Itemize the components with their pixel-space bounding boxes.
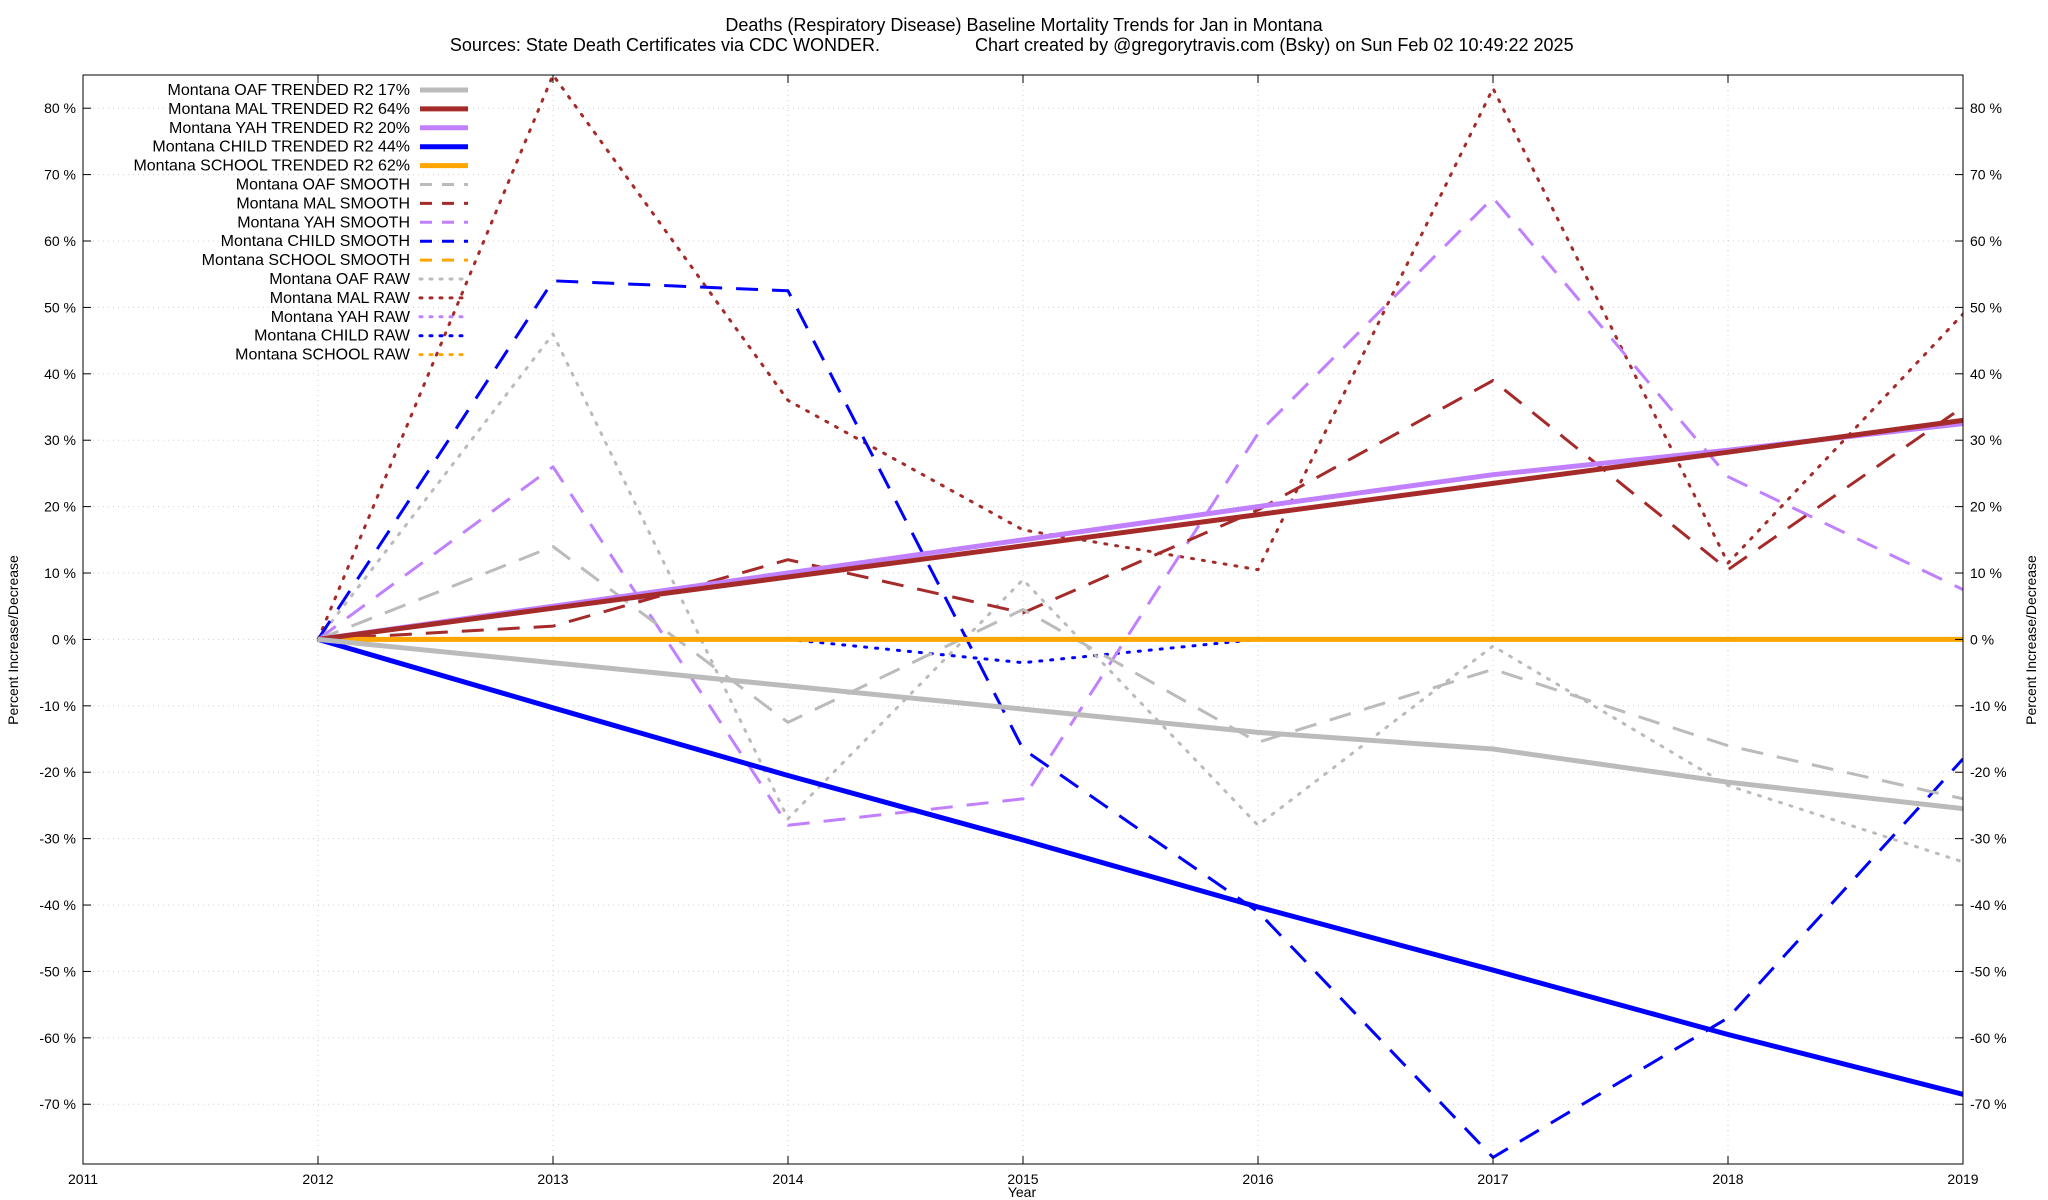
y-tick-label-left: 30 % [44,432,76,448]
x-tick-label: 2017 [1477,1171,1508,1187]
series-line-montana-child-raw [786,637,1260,665]
legend-label: Montana CHILD TRENDED R2 44% [152,139,410,156]
x-tick-label: 2019 [1947,1171,1978,1187]
y-tick-label-right: 80 % [1970,100,2002,116]
axis-ticks: -70 % -70 % -60 % -60 % -50 % -50 % -40 % -40 %… [39,75,2007,1187]
y-tick-label-right: 10 % [1970,565,2002,581]
legend-label: Montana YAH TRENDED R2 20% [169,120,410,137]
x-tick-label: 2016 [1242,1171,1273,1187]
y-tick-label-left: -60 % [39,1030,76,1046]
series-line-montana-oaf-smooth [317,545,1963,801]
legend-label: Montana OAF RAW [269,271,411,288]
y-tick-label-right: 50 % [1970,299,2002,315]
series-line-montana-mal-raw [316,75,1963,641]
y-tick-label-right: -40 % [1970,897,2007,913]
legend-label: Montana OAF TRENDED R2 17% [168,82,410,99]
x-tick-label: 2018 [1712,1171,1743,1187]
y-tick-label-left: -30 % [39,831,76,847]
series-line-montana-oaf-trended-r2-17 [317,636,1963,812]
x-tick-label: 2014 [772,1171,803,1187]
y-tick-label-left: -50 % [39,963,76,979]
y-tick-label-left: 70 % [44,167,76,183]
series-line-montana-mal-smooth [317,379,1963,641]
y-tick-label-right: 70 % [1970,167,2002,183]
y-tick-label-right: -10 % [1970,698,2007,714]
y-tick-label-right: -50 % [1970,963,2007,979]
legend-label: Montana MAL RAW [270,290,411,307]
legend-label: Montana MAL TRENDED R2 64% [168,101,410,118]
x-tick-label: 2011 [68,1171,98,1187]
y-tick-label-right: -30 % [1970,831,2007,847]
y-tick-label-left: 40 % [44,366,76,382]
y-axis-label-left: Percent Increase/Decrease [5,555,21,725]
x-axis-label: Year [1008,1184,1037,1200]
y-tick-label-left: 10 % [44,565,76,581]
y-tick-label-left: -10 % [39,698,76,714]
legend-label: Montana SCHOOL SMOOTH [202,252,410,269]
series-line-montana-child-smooth [316,279,1963,1159]
chart-credit-text: Chart created by @gregorytravis.com (Bsk… [975,35,1574,55]
y-tick-label-right: 0 % [1970,631,1994,647]
y-tick-label-right: 60 % [1970,233,2002,249]
legend-label: Montana YAH RAW [271,309,411,326]
legend: Montana OAF TRENDED R2 17% Montana MAL TR… [133,82,470,364]
y-tick-label-left: 80 % [44,100,76,116]
legend-label: Montana SCHOOL TRENDED R2 62% [133,158,410,175]
y-tick-label-left: -40 % [39,897,76,913]
chart-source-text: Sources: State Death Certificates via CD… [450,35,880,55]
x-tick-label: 2015 [1007,1171,1038,1187]
y-tick-label-right: 30 % [1970,432,2002,448]
series-lines [316,75,1963,1159]
y-tick-label-right: -20 % [1970,764,2007,780]
y-tick-label-left: -20 % [39,764,76,780]
series-line-montana-yah-smooth [317,196,1963,827]
y-tick-label-right: 20 % [1970,499,2002,515]
series-line-montana-child-trended-r2-44 [317,636,1963,1097]
y-tick-label-left: 20 % [44,499,76,515]
legend-label: Montana CHILD RAW [254,328,411,345]
legend-label: Montana SCHOOL RAW [235,347,411,364]
legend-label: Montana OAF SMOOTH [236,177,410,194]
y-axis-label-right: Percent Increase/Decrease [2023,555,2039,725]
series-line-montana-oaf-raw [316,332,1963,864]
series-line-montana-mal-trended-r2-64 [317,417,1963,642]
y-tick-label-left: -70 % [39,1096,76,1112]
y-tick-label-right: -70 % [1970,1096,2007,1112]
y-tick-label-right: -60 % [1970,1030,2007,1046]
y-tick-label-left: 50 % [44,299,76,315]
y-tick-label-right: 40 % [1970,366,2002,382]
legend-label: Montana MAL SMOOTH [236,195,410,212]
y-tick-label-left: 0 % [52,631,76,647]
x-tick-label: 2013 [537,1171,568,1187]
legend-label: Montana YAH SMOOTH [237,214,410,231]
chart-title: Deaths (Respiratory Disease) Baseline Mo… [725,15,1323,35]
x-tick-label: 2012 [302,1171,333,1187]
legend-label: Montana CHILD SMOOTH [221,233,410,250]
y-tick-label-left: 60 % [44,233,76,249]
